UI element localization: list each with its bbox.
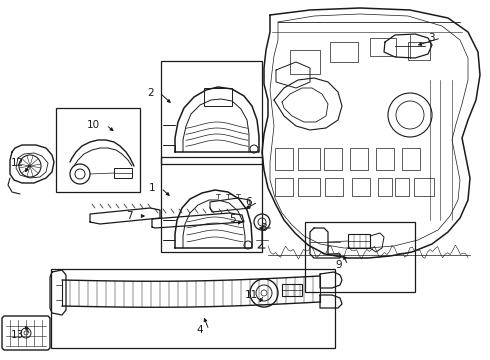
Bar (114, 168, 132, 178)
Text: 5: 5 (229, 214, 236, 224)
Text: 13: 13 (11, 330, 24, 340)
Text: 10: 10 (87, 120, 100, 130)
Text: 12: 12 (11, 158, 24, 168)
Bar (161, 61, 262, 164)
Text: 11: 11 (245, 290, 258, 300)
Bar (414, 178, 434, 196)
Text: 8: 8 (260, 223, 267, 233)
Bar (395, 178, 409, 196)
Bar (275, 178, 293, 196)
Bar (330, 42, 358, 62)
Bar (290, 50, 320, 74)
Bar (161, 157, 262, 252)
Bar (408, 42, 430, 60)
Bar (275, 148, 293, 170)
Text: 4: 4 (196, 325, 203, 335)
Bar (402, 148, 420, 170)
Text: 6: 6 (245, 197, 252, 207)
Text: 2: 2 (147, 88, 154, 98)
Bar (352, 178, 370, 196)
Bar (56, 108, 140, 192)
Text: 9: 9 (335, 260, 342, 270)
Bar (51, 269, 335, 348)
Bar (305, 222, 415, 292)
Bar (348, 234, 370, 248)
Bar (370, 38, 396, 56)
Text: 1: 1 (148, 183, 155, 193)
Bar (204, 88, 232, 106)
Bar (325, 178, 343, 196)
Text: 7: 7 (126, 211, 133, 221)
Bar (298, 148, 320, 170)
Bar (376, 148, 394, 170)
Bar (350, 148, 368, 170)
Bar (324, 148, 342, 170)
Bar (378, 178, 392, 196)
Text: 3: 3 (428, 33, 435, 43)
Bar (298, 178, 320, 196)
Bar (282, 284, 302, 296)
